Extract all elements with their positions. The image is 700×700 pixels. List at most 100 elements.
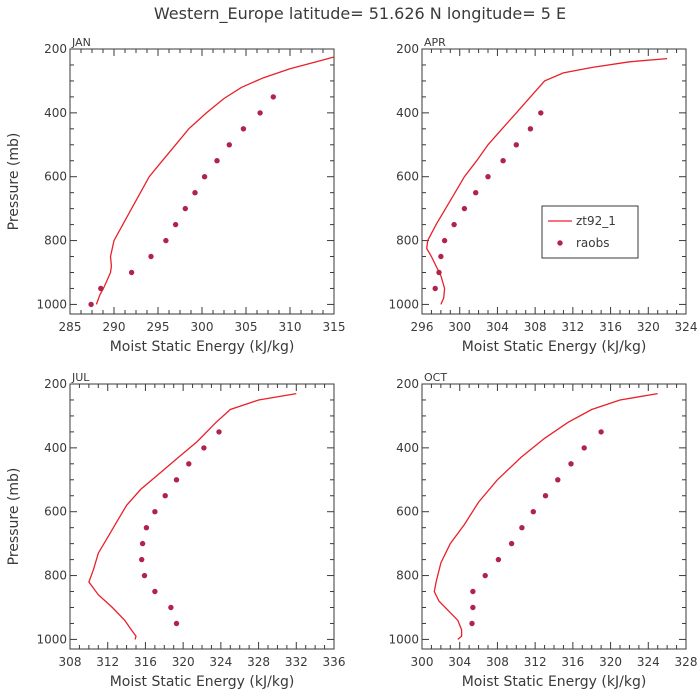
- y-tick-label: 800: [44, 234, 67, 248]
- legend-marker-swatch: [557, 240, 563, 246]
- x-tick-label: 312: [96, 655, 119, 669]
- data-point-raobs: [432, 285, 438, 292]
- data-point-raobs: [519, 525, 525, 531]
- series-line-zt92_1: [433, 392, 658, 640]
- data-point-raobs: [581, 445, 587, 451]
- data-point-raobs: [527, 126, 534, 132]
- data-point-raobs: [513, 142, 519, 148]
- x-tick-label: 304: [486, 320, 509, 334]
- data-point-raobs: [143, 525, 150, 531]
- y-tick-label: 800: [396, 569, 419, 583]
- data-point-raobs: [148, 253, 154, 260]
- y-tick-label: 200: [44, 42, 67, 56]
- data-point-raobs: [500, 158, 506, 164]
- x-tick-label: 336: [323, 655, 346, 669]
- data-point-raobs: [168, 604, 174, 611]
- data-point-raobs: [128, 269, 135, 276]
- data-point-raobs: [461, 205, 468, 212]
- data-point-raobs: [485, 174, 491, 180]
- x-tick-label: 308: [59, 655, 82, 669]
- panel-label: APR: [424, 36, 446, 49]
- data-point-raobs: [201, 174, 208, 180]
- data-point-raobs: [201, 445, 207, 451]
- data-point-raobs: [186, 461, 192, 467]
- data-point-raobs: [226, 142, 232, 148]
- x-tick-label: 310: [279, 320, 302, 334]
- y-tick-label: 200: [396, 377, 419, 391]
- data-point-raobs: [162, 493, 168, 499]
- series-line-zt92_1: [426, 57, 668, 305]
- y-tick-label: 1000: [36, 297, 67, 311]
- legend-label: zt92_1: [576, 214, 616, 228]
- y-tick-label: 600: [396, 170, 419, 184]
- panel-label: JAN: [71, 36, 91, 49]
- panel-jan: JAN 285 290 295 300 305 310 315 200 400 600 800 1000…: [6, 36, 345, 355]
- y-tick-label: 200: [396, 42, 419, 56]
- data-point-raobs: [88, 301, 94, 308]
- x-tick-label: 320: [172, 655, 195, 669]
- data-point-raobs: [542, 493, 549, 499]
- data-point-raobs: [216, 429, 222, 435]
- data-point-raobs: [257, 110, 263, 116]
- x-tick-label: 305: [235, 320, 258, 334]
- x-axis-label: Moist Static Energy (kJ/kg): [110, 674, 295, 690]
- y-tick-label: 600: [396, 505, 419, 519]
- x-tick-label: 324: [675, 320, 698, 334]
- x-tick-label: 312: [524, 655, 547, 669]
- data-point-raobs: [163, 237, 169, 244]
- data-point-raobs: [530, 509, 536, 515]
- data-point-raobs: [469, 620, 475, 627]
- x-tick-label: 300: [191, 320, 214, 334]
- y-tick-label: 600: [44, 170, 67, 184]
- x-tick-label: 308: [486, 655, 509, 669]
- panel-label: OCT: [424, 371, 447, 384]
- series-line-zt92_1: [95, 56, 335, 305]
- y-axis-label: Pressure (mb): [6, 468, 22, 566]
- data-point-raobs: [141, 572, 148, 579]
- y-tick-label: 400: [396, 106, 419, 120]
- x-tick-label: 315: [323, 320, 346, 334]
- x-tick-label: 308: [524, 320, 547, 334]
- x-tick-label: 324: [637, 655, 660, 669]
- data-point-raobs: [98, 285, 104, 292]
- x-tick-label: 316: [561, 655, 584, 669]
- plot-frame: [421, 383, 687, 650]
- x-axis-label: Moist Static Energy (kJ/kg): [462, 674, 647, 690]
- x-tick-label: 328: [247, 655, 270, 669]
- data-point-raobs: [192, 190, 198, 196]
- x-tick-label: 300: [448, 320, 471, 334]
- x-tick-label: 324: [209, 655, 232, 669]
- data-point-raobs: [182, 205, 188, 212]
- data-point-raobs: [568, 461, 574, 467]
- x-tick-label: 316: [134, 655, 157, 669]
- panels: JAN 285 290 295 300 305 310 315 200 400 600 800 1000…: [6, 36, 697, 690]
- data-point-raobs: [173, 477, 180, 483]
- y-tick-label: 400: [44, 441, 67, 455]
- data-point-raobs: [214, 158, 220, 164]
- x-tick-label: 304: [448, 655, 471, 669]
- data-point-raobs: [495, 556, 502, 563]
- y-tick-label: 1000: [36, 632, 67, 646]
- x-tick-label: 332: [285, 655, 308, 669]
- data-point-raobs: [172, 221, 179, 228]
- x-tick-label: 300: [411, 655, 434, 669]
- data-point-raobs: [555, 477, 561, 483]
- data-point-raobs: [470, 588, 476, 595]
- data-point-raobs: [598, 429, 604, 435]
- plot-frame: [69, 383, 335, 650]
- data-point-raobs: [473, 190, 479, 196]
- data-point-raobs: [139, 556, 145, 563]
- y-tick-label: 600: [44, 505, 67, 519]
- panel-apr: APR 296 300 304 308 312 316 320 324 200 400 600 800 1…: [388, 36, 697, 355]
- data-point-raobs: [508, 540, 515, 547]
- y-tick-label: 1000: [388, 632, 419, 646]
- figure-title: Western_Europe latitude= 51.626 N longit…: [154, 4, 566, 24]
- data-point-raobs: [270, 94, 276, 100]
- x-tick-label: 290: [103, 320, 126, 334]
- y-tick-label: 1000: [388, 297, 419, 311]
- data-point-raobs: [470, 604, 476, 611]
- y-tick-label: 800: [44, 569, 67, 583]
- x-tick-label: 320: [599, 655, 622, 669]
- data-point-raobs: [152, 588, 158, 595]
- panel-oct: OCT 300 304 308 312 316 320 324 328 200 400 600 800 1…: [388, 371, 697, 690]
